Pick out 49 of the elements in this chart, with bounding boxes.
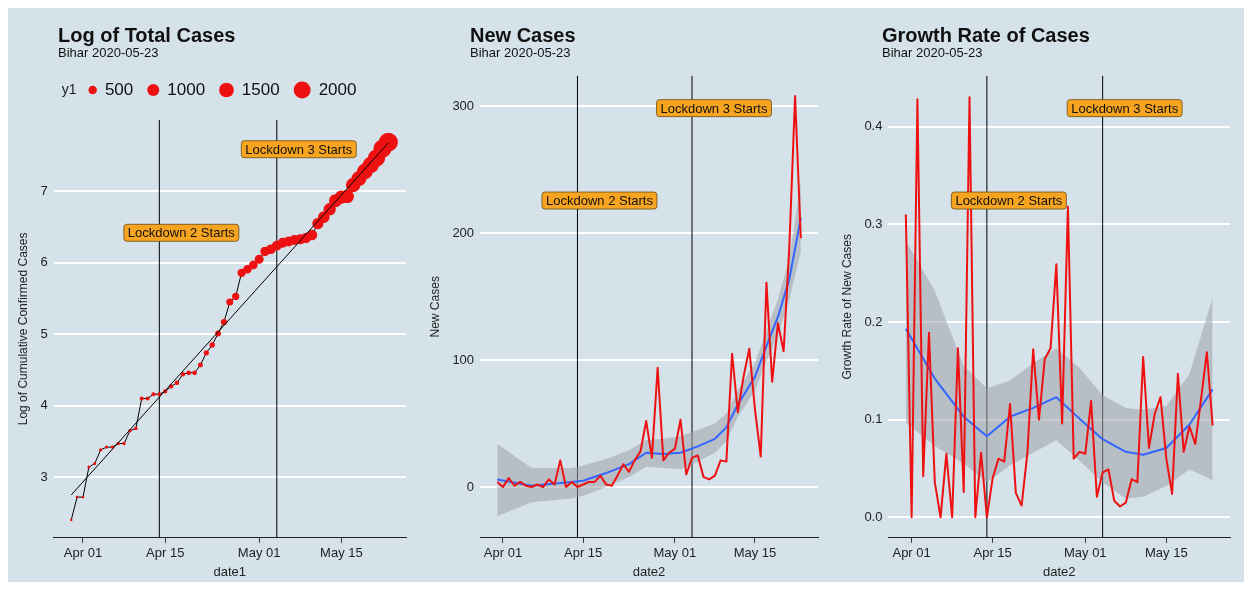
x-tick-label: Apr 01 xyxy=(63,545,103,561)
chart-subtitle: Bihar 2020-05-23 xyxy=(470,45,572,60)
y-tick-label: 0.3 xyxy=(864,215,883,231)
ref-line-label: Lockdown 3 Starts xyxy=(245,141,353,157)
legend-label: 1500 xyxy=(241,79,280,99)
chart-subtitle: Bihar 2020-05-23 xyxy=(58,45,160,60)
chart-title: Log of Total Cases xyxy=(58,24,237,46)
x-axis-title: date2 xyxy=(632,563,666,579)
ref-line-label: Lockdown 2 Starts xyxy=(545,193,654,209)
y-tick-label: 0.1 xyxy=(864,411,883,427)
x-tick-label: May 01 xyxy=(1063,545,1107,561)
y-axis-title: Log of Cumulative Confirmed Cases xyxy=(15,232,30,426)
y-tick-label: 0.4 xyxy=(864,118,883,134)
y-tick-label: 0.2 xyxy=(864,313,883,329)
x-tick-label: Apr 15 xyxy=(146,545,185,561)
y-axis-title: Growth Rate of New Cases xyxy=(839,234,854,380)
x-tick-label: Apr 15 xyxy=(973,545,1012,561)
x-tick-label: May 15 xyxy=(733,545,777,561)
y-tick-label: 300 xyxy=(452,97,475,113)
y-tick-label: 0 xyxy=(466,478,475,494)
legend-title: y1 xyxy=(61,80,77,97)
x-tick-label: Apr 15 xyxy=(564,545,603,561)
legend-label: 500 xyxy=(104,79,134,99)
chart-title: Growth Rate of Cases xyxy=(882,24,1091,46)
y-tick-label: 4 xyxy=(40,397,48,413)
x-tick-label: May 15 xyxy=(320,545,363,561)
x-tick-label: May 15 xyxy=(1145,545,1188,561)
y-tick-label: 6 xyxy=(40,254,48,270)
x-tick-label: May 01 xyxy=(653,545,697,561)
chart-subtitle: Bihar 2020-05-23 xyxy=(882,45,984,60)
y-tick-label: 7 xyxy=(40,183,48,198)
y-tick-label: 100 xyxy=(452,351,475,367)
x-axis-title: date1 xyxy=(213,563,247,579)
y-tick-label: 0.0 xyxy=(864,508,883,524)
ref-line-label: Lockdown 2 Starts xyxy=(127,225,236,241)
legend-label: 2000 xyxy=(318,79,357,99)
legend-label: 1000 xyxy=(167,79,206,99)
chart-title: New Cases xyxy=(470,24,577,46)
y-tick-label: 5 xyxy=(40,325,48,341)
ref-line-label: Lockdown 3 Starts xyxy=(1071,100,1179,116)
x-tick-label: May 01 xyxy=(237,545,281,561)
y-tick-label: 3 xyxy=(40,468,48,484)
ref-line-label: Lockdown 3 Starts xyxy=(660,100,768,116)
y-tick-label: 200 xyxy=(452,224,475,240)
x-tick-label: Apr 01 xyxy=(892,545,931,561)
y-axis-title: New Cases xyxy=(427,276,442,338)
x-axis-title: date2 xyxy=(1042,563,1076,579)
x-tick-label: Apr 01 xyxy=(483,545,523,561)
ref-line-label: Lockdown 2 Starts xyxy=(955,193,1063,209)
